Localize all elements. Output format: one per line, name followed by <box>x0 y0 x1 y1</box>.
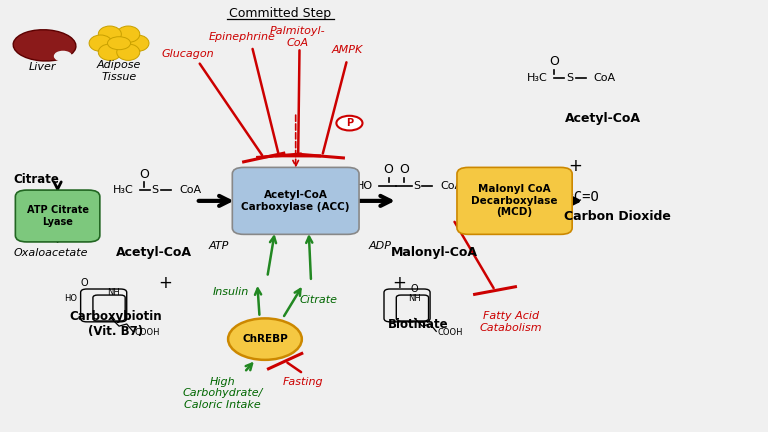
Text: Biotinate: Biotinate <box>389 318 449 330</box>
Text: Committed Step: Committed Step <box>230 7 331 20</box>
Text: Epinephrine: Epinephrine <box>208 32 276 42</box>
Text: NH: NH <box>409 294 422 302</box>
Text: Acetyl-CoA
Carboxylase (ACC): Acetyl-CoA Carboxylase (ACC) <box>241 190 350 212</box>
Ellipse shape <box>98 44 121 60</box>
Text: O: O <box>411 284 419 295</box>
Text: COOH: COOH <box>134 328 160 337</box>
Ellipse shape <box>98 26 121 42</box>
Text: ATP Citrate
Lyase: ATP Citrate Lyase <box>27 205 88 227</box>
FancyBboxPatch shape <box>232 167 359 234</box>
Text: +: + <box>392 274 406 292</box>
Text: Malonyl CoA
Decarboxylase
(MCD): Malonyl CoA Decarboxylase (MCD) <box>472 184 558 217</box>
Text: HO: HO <box>64 294 77 302</box>
Text: ChREBP: ChREBP <box>242 334 288 344</box>
Text: Glucagon: Glucagon <box>162 49 214 59</box>
Ellipse shape <box>117 26 140 42</box>
Text: S: S <box>413 181 421 191</box>
Text: S: S <box>151 185 159 195</box>
Text: O: O <box>399 163 409 176</box>
Text: O: O <box>550 55 559 68</box>
Text: Citrate: Citrate <box>14 173 60 186</box>
Text: Fasting: Fasting <box>283 377 323 388</box>
Text: AMPK: AMPK <box>332 44 362 55</box>
FancyBboxPatch shape <box>15 190 100 242</box>
Text: COOH: COOH <box>438 328 463 337</box>
Text: ATP: ATP <box>209 241 229 251</box>
Circle shape <box>336 116 362 130</box>
Text: Carboxybiotin
(Vit. B7): Carboxybiotin (Vit. B7) <box>69 310 161 338</box>
Text: +: + <box>568 157 582 175</box>
Circle shape <box>228 318 302 360</box>
Ellipse shape <box>55 51 71 61</box>
Text: NH: NH <box>108 288 121 297</box>
Text: O=C=O: O=C=O <box>557 190 599 203</box>
Text: P: P <box>346 118 353 128</box>
Ellipse shape <box>108 37 131 50</box>
Text: Acetyl-CoA: Acetyl-CoA <box>116 246 191 259</box>
Text: Oxaloacetate: Oxaloacetate <box>14 248 88 258</box>
Text: ADP: ADP <box>369 241 392 251</box>
Text: Fatty Acid
Catabolism: Fatty Acid Catabolism <box>479 311 542 333</box>
Text: O: O <box>384 163 393 176</box>
Text: H₃C: H₃C <box>527 73 548 83</box>
FancyBboxPatch shape <box>457 167 572 234</box>
Text: O: O <box>81 278 88 288</box>
Text: CoA: CoA <box>440 181 462 191</box>
Text: Carbon Dioxide: Carbon Dioxide <box>564 210 671 222</box>
Text: CoA: CoA <box>179 185 201 195</box>
Text: HO: HO <box>356 181 373 191</box>
Text: CoA: CoA <box>594 73 616 83</box>
Text: Adipose
Tissue: Adipose Tissue <box>97 60 141 82</box>
Text: High
Carbohydrate/
Caloric Intake: High Carbohydrate/ Caloric Intake <box>183 377 263 410</box>
Text: +: + <box>158 274 172 292</box>
Text: S: S <box>566 73 574 83</box>
Text: Palmitoyl-
CoA: Palmitoyl- CoA <box>270 26 326 48</box>
Ellipse shape <box>89 35 112 51</box>
Text: Malonyl-CoA: Malonyl-CoA <box>390 246 478 259</box>
Text: Insulin: Insulin <box>212 286 249 297</box>
Ellipse shape <box>13 30 76 61</box>
Text: Liver: Liver <box>28 62 56 72</box>
Text: H₃C: H₃C <box>112 185 134 195</box>
Ellipse shape <box>117 44 140 60</box>
Text: O: O <box>140 168 149 181</box>
Text: Citrate: Citrate <box>300 295 338 305</box>
Text: Acetyl-CoA: Acetyl-CoA <box>564 112 641 125</box>
Ellipse shape <box>126 35 149 51</box>
